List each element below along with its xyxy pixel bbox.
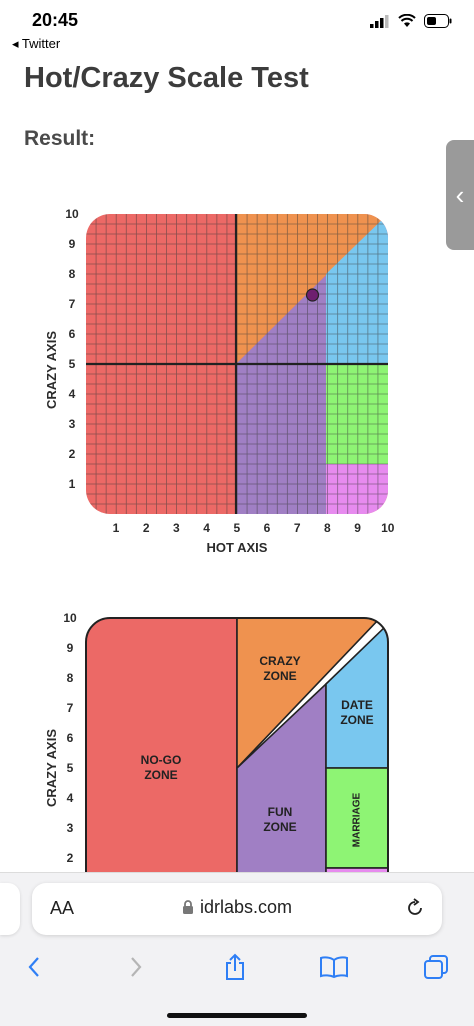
tabs-icon: [423, 954, 449, 980]
book-icon: [319, 955, 349, 979]
browser-bottom-bar: AA idrlabs.com: [0, 872, 474, 1026]
chart2-y-tick: 3: [67, 821, 74, 835]
nogo-zone-label: NO-GO ZONE: [141, 753, 182, 782]
hot-crazy-zones-chart: 2 3 4 5 6 7 8 9 10 CRAZY AXIS NO-GO ZONE CRAZY ZON…: [0, 0, 474, 872]
chart2-y-tick: 7: [67, 701, 74, 715]
fun-zone-label: FUN ZONE: [263, 805, 296, 834]
reload-icon[interactable]: [404, 897, 426, 919]
forward-button[interactable]: [118, 949, 154, 985]
bookmarks-button[interactable]: [316, 949, 352, 985]
chart2-y-axis-label: CRAZY AXIS: [44, 729, 59, 807]
nogo-zone: [86, 618, 237, 872]
crazy-zone-label: CRAZY ZONE: [259, 654, 300, 683]
back-button[interactable]: [16, 949, 52, 985]
url-text: idrlabs.com: [200, 897, 292, 917]
chart2-y-tick: 10: [63, 611, 77, 625]
chart2-y-tick: 4: [67, 791, 74, 805]
previous-tab-preview[interactable]: [0, 883, 20, 935]
chevron-right-icon: [128, 955, 144, 979]
address-bar[interactable]: AA idrlabs.com: [32, 883, 442, 935]
share-button[interactable]: [217, 949, 253, 985]
lock-icon: [182, 900, 194, 915]
chart2-y-tick: 9: [67, 641, 74, 655]
url-display[interactable]: idrlabs.com: [32, 897, 442, 918]
chart2-y-tick: 5: [67, 761, 74, 775]
share-icon: [224, 953, 246, 981]
chart2-y-tick: 6: [67, 731, 74, 745]
chevron-left-icon: [26, 955, 42, 979]
browser-toolbar: [0, 945, 474, 985]
marriage-zone-label: MARRIAGE: [352, 792, 363, 847]
chart2-y-tick: 2: [67, 851, 74, 865]
tabs-button[interactable]: [418, 949, 454, 985]
chart2-y-tick: 8: [67, 671, 74, 685]
home-indicator: [167, 1013, 307, 1018]
date-zone-label: DATE ZONE: [340, 698, 373, 727]
